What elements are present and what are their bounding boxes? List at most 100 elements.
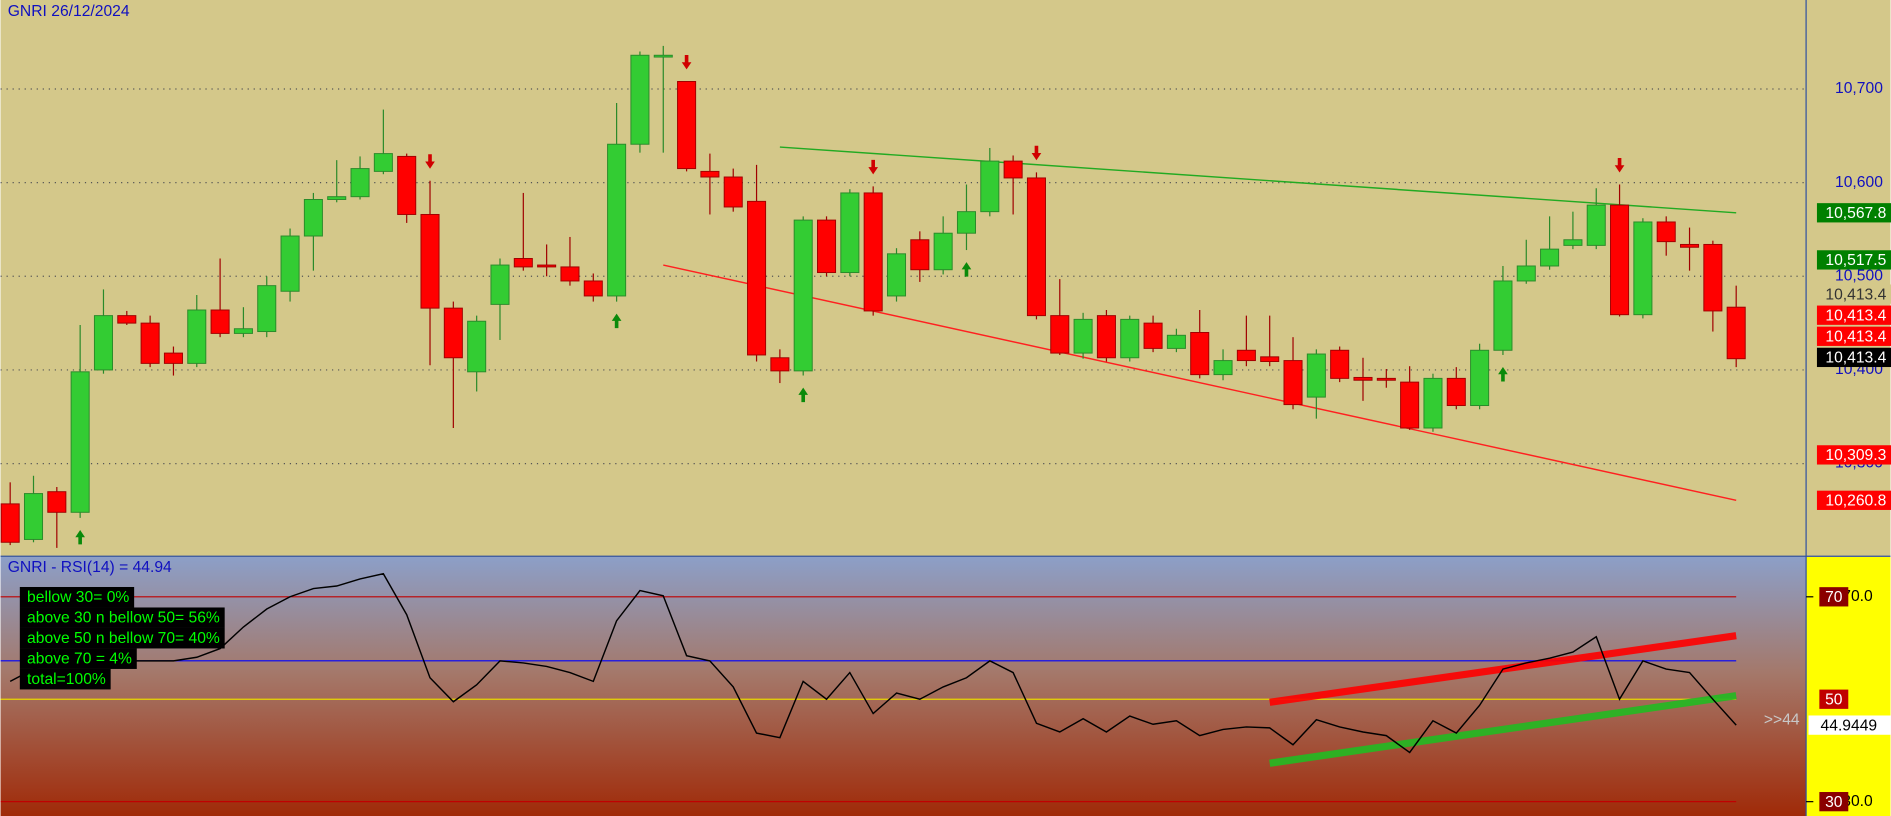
buy-arrow — [798, 387, 809, 403]
price-label: 10,413.4 — [1825, 350, 1886, 367]
candle-body — [397, 155, 417, 215]
price-label: 10,413.4 — [1825, 286, 1886, 303]
candle-body — [1073, 318, 1093, 354]
price-label-box — [1816, 305, 1891, 325]
stat-box — [19, 586, 135, 608]
price-label: 10,517.5 — [1825, 252, 1886, 269]
candle-body — [1680, 243, 1700, 248]
price-label: 10,309.3 — [1825, 447, 1886, 464]
candle-body — [117, 315, 137, 324]
buy-arrow — [611, 313, 622, 329]
candle-body — [350, 168, 370, 198]
candle-body — [210, 309, 230, 334]
candle-body — [443, 307, 463, 359]
candle-body — [770, 357, 790, 372]
candle-body — [1610, 204, 1630, 316]
candle-body — [1306, 353, 1326, 398]
candle-body — [1353, 376, 1373, 381]
candle-body — [560, 266, 580, 282]
candle-body — [1703, 243, 1723, 312]
candle-body — [840, 192, 860, 274]
stat-box — [19, 668, 111, 690]
price-label-box — [1816, 347, 1891, 368]
candle-body — [280, 235, 300, 292]
candle-body — [607, 143, 627, 297]
rsi-title: GNRI - RSI(14) = 44.94 — [8, 559, 172, 576]
price-label-box — [1816, 250, 1891, 270]
price-label: 10,413.4 — [1825, 308, 1886, 325]
level-box — [1819, 792, 1849, 812]
candle-body — [70, 371, 90, 513]
candle-body — [747, 200, 767, 356]
candle-body — [1470, 349, 1490, 407]
candle-body — [163, 352, 183, 364]
candle-body — [1050, 315, 1070, 354]
candle-body — [47, 491, 67, 513]
candle-body — [700, 170, 720, 178]
rsi-line — [9, 572, 1737, 754]
candle-body — [1563, 239, 1583, 246]
candle-body — [1166, 334, 1186, 349]
candle-body — [1540, 248, 1560, 267]
chart-title: GNRI 26/12/2024 — [8, 3, 130, 20]
sell-arrow — [868, 159, 879, 175]
candle-body — [1120, 318, 1140, 359]
candle-body — [233, 328, 253, 334]
stat-line: above 70 = 4% — [27, 650, 132, 667]
buy-arrow — [75, 529, 85, 545]
price-panel — [0, 0, 1891, 557]
candle-body — [1330, 349, 1350, 379]
stat-box — [19, 607, 225, 628]
price-label: 10,260.8 — [1825, 493, 1886, 510]
candle-body — [93, 315, 113, 371]
candle-body — [1516, 265, 1536, 282]
candle-body — [23, 493, 44, 540]
stat-line: total=100% — [27, 671, 106, 688]
price-label-box — [1816, 326, 1891, 346]
candle-body — [1236, 349, 1256, 362]
channel-line — [1269, 692, 1737, 767]
last-value: 44.9449 — [1821, 717, 1878, 734]
candle-body — [373, 153, 393, 172]
candle-body — [1726, 306, 1746, 360]
candle-body — [257, 285, 277, 333]
candle-body — [933, 232, 953, 271]
stat-box — [19, 648, 137, 669]
level-label: 30 — [1825, 794, 1843, 811]
candle-body — [1633, 221, 1653, 316]
last-marker: >>44 — [1764, 711, 1800, 728]
candle-body — [980, 160, 1000, 213]
candle-body — [1213, 360, 1233, 376]
candle-body — [1423, 377, 1443, 429]
level-label: 50 — [1825, 692, 1843, 709]
rsi-panel — [0, 556, 1807, 816]
candle-body — [537, 264, 557, 268]
y-tick-label: 10,500 — [1835, 267, 1883, 284]
candle-body — [187, 309, 207, 364]
candle-body — [303, 199, 323, 237]
level-label: 70 — [1825, 589, 1843, 606]
candle-body — [583, 280, 603, 297]
price-label-box — [1816, 203, 1891, 223]
candle-body — [1096, 315, 1116, 359]
sell-arrow — [1031, 145, 1042, 161]
stat-line: above 30 n bellow 50= 56% — [27, 609, 220, 626]
candle-body — [420, 213, 440, 309]
candle-body — [327, 196, 347, 200]
price-label-box — [1816, 284, 1891, 304]
level-box — [1819, 689, 1849, 709]
trendline — [779, 146, 1737, 214]
sell-arrow — [425, 154, 435, 169]
level-box — [1819, 587, 1849, 607]
candle-body — [956, 211, 977, 234]
stat-line: above 50 n bellow 70= 40% — [27, 630, 220, 647]
candle-body — [1446, 377, 1466, 407]
candle-body — [1586, 204, 1606, 246]
y-tick-label: 70.0 — [1842, 588, 1873, 605]
candle-body — [1003, 160, 1023, 179]
candle-body — [723, 176, 743, 208]
stat-box — [19, 627, 225, 649]
candle-body — [0, 503, 20, 543]
candle-body — [1493, 280, 1513, 351]
